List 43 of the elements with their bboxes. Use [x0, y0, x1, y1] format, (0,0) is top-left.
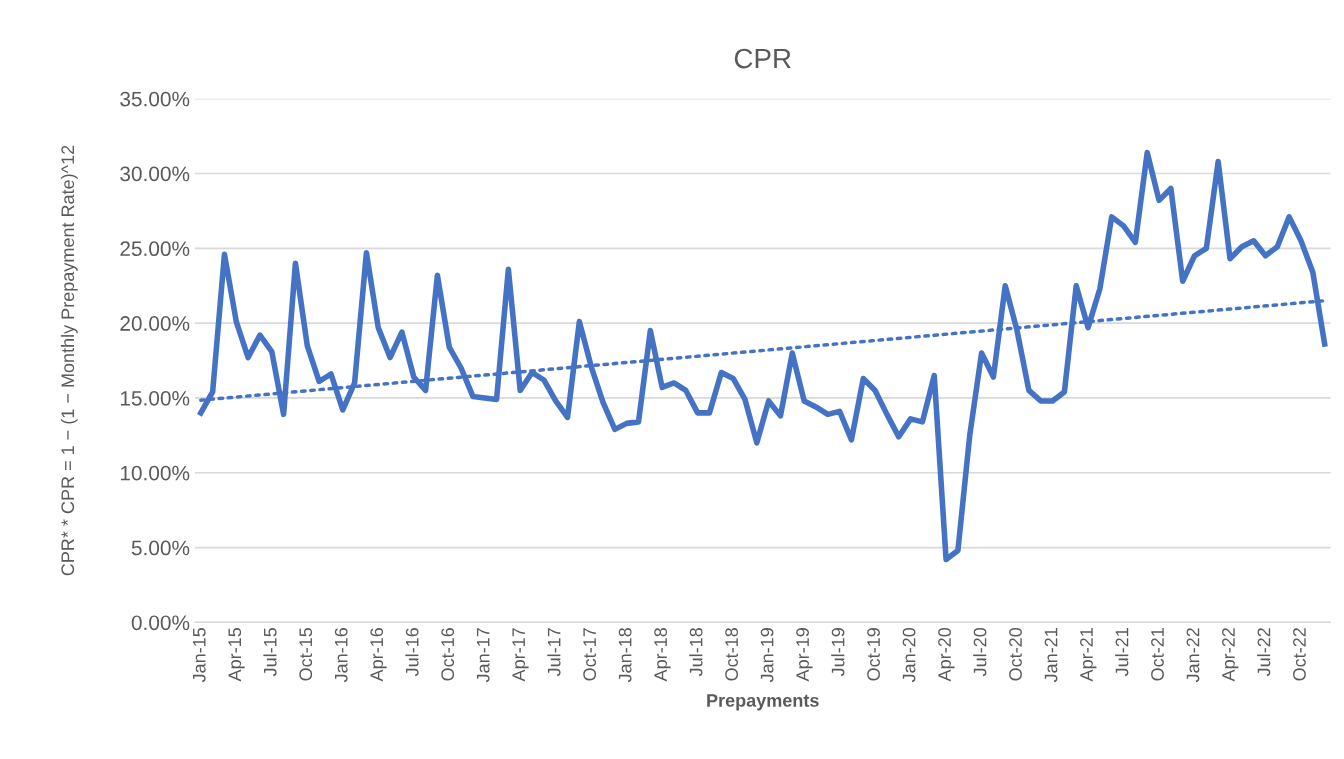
x-tick-label: Apr-15 [228, 627, 245, 682]
x-tick-label: Jul-21 [1115, 628, 1129, 677]
x-tick-label: Jan-21 [1044, 628, 1058, 683]
y-axis-title: CPR* * CPR = 1 − (1 − Monthly Prepayment Rate)^12 [60, 145, 78, 576]
x-tick-label: Oct-16 [441, 628, 455, 681]
x-tick-label: Jul-15 [263, 627, 277, 677]
x-tick-label: Apr-19 [796, 628, 813, 682]
x-tick-label: Jul-22 [1257, 628, 1271, 677]
x-tick-label: Apr-20 [938, 627, 955, 682]
x-tick-label: Oct-15 [299, 627, 313, 681]
x-tick-label: Jul-17 [547, 628, 561, 677]
x-tick-label: Jul-19 [831, 628, 845, 677]
y-tick-label: 5.00% [131, 540, 190, 556]
x-tick-label: Oct-20 [1009, 627, 1022, 681]
x-tick-label: Jan-22 [1186, 628, 1200, 683]
x-tick-label: Apr-17 [512, 628, 529, 682]
x-tick-label: Apr-18 [654, 628, 671, 682]
x-tick-label: Oct-22 [1293, 628, 1306, 681]
x-tick-label: Jan-18 [618, 628, 632, 683]
x-axis-title: Prepayments [707, 694, 819, 711]
y-tick-label: 30.00% [120, 166, 190, 182]
x-tick-label: Oct-21 [1151, 628, 1164, 681]
x-tick-label: Jan-19 [760, 628, 774, 683]
x-tick-label: Apr-21 [1080, 628, 1097, 682]
x-tick-label: Apr-16 [370, 628, 387, 682]
y-tick-label: 10.00% [120, 465, 190, 481]
x-tick-label: Jan-15 [193, 627, 206, 683]
x-tick-label: Jan-17 [476, 628, 490, 683]
x-tick-label: Jul-16 [405, 628, 419, 677]
x-tick-label: Jul-18 [689, 628, 703, 677]
x-tick-label: Jan-16 [334, 628, 348, 683]
y-tick-label: 15.00% [120, 390, 190, 406]
x-tick-label: Apr-22 [1222, 628, 1239, 682]
x-tick-label: Oct-19 [867, 628, 880, 681]
y-tick-label: 35.00% [120, 91, 190, 107]
chart-title: CPR [734, 48, 791, 69]
y-tick-label: 20.00% [120, 316, 190, 331]
x-tick-label: Jan-20 [902, 627, 916, 683]
x-tick-label: Oct-17 [583, 628, 597, 681]
y-tick-label: 0.00% [131, 615, 190, 631]
x-tick-label: Jul-20 [973, 627, 987, 677]
x-tick-label: Oct-18 [725, 628, 738, 681]
y-tick-label: 25.00% [120, 241, 190, 257]
